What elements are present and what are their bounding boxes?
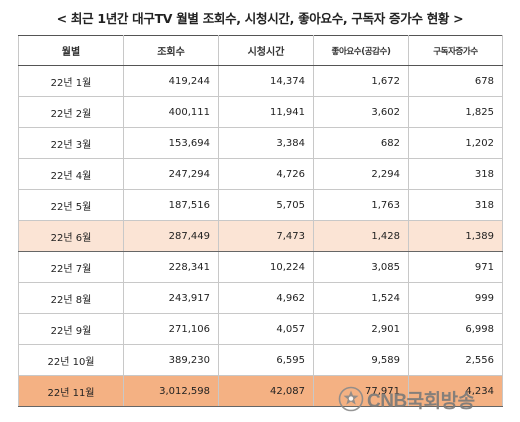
cell-views: 228,341 (123, 251, 219, 283)
cell-subscriber-gain: 971 (408, 251, 503, 283)
cell-watch-time: 11,941 (218, 96, 314, 128)
header-watch-time: 시청시간 (218, 35, 314, 66)
table-row-highlighted: 22년 11월 3,012,598 42,087 77,971 4,234 (18, 375, 503, 407)
cell-month: 22년 1월 (18, 65, 124, 97)
parliament-seal-icon (338, 386, 364, 412)
cell-subscriber-gain: 999 (408, 282, 503, 314)
cell-watch-time: 5,705 (218, 189, 314, 221)
watermark-brand-text: CNB국회방송 (367, 390, 475, 412)
cell-likes: 2,901 (313, 313, 409, 345)
table-row: 22년 5월 187,516 5,705 1,763 318 (18, 189, 503, 221)
cell-month: 22년 10월 (18, 344, 124, 376)
cell-watch-time: 4,962 (218, 282, 314, 314)
cell-month: 22년 2월 (18, 96, 124, 128)
cell-views: 187,516 (123, 189, 219, 221)
cell-views: 419,244 (123, 65, 219, 97)
cell-likes: 2,294 (313, 158, 409, 190)
cell-views: 271,106 (123, 313, 219, 345)
header-likes: 좋아요수(공감수) (313, 35, 409, 66)
cell-likes: 77,971 (313, 375, 409, 407)
table-row: 22년 9월 271,106 4,057 2,901 6,998 (18, 313, 503, 345)
cell-subscriber-gain: 2,556 (408, 344, 503, 376)
cell-subscriber-gain: 1,825 (408, 96, 503, 128)
cell-watch-time: 4,057 (218, 313, 314, 345)
table-header-row: 월별 조회수 시청시간 좋아요수(공감수) 구독자증가수 (18, 35, 503, 66)
table-row-highlighted: 22년 6월 287,449 7,473 1,428 1,389 (18, 220, 503, 252)
cell-views: 287,449 (123, 220, 219, 252)
table-row: 22년 8월 243,917 4,962 1,524 999 (18, 282, 503, 314)
header-month: 월별 (18, 35, 124, 66)
cell-watch-time: 10,224 (218, 251, 314, 283)
cell-views: 3,012,598 (123, 375, 219, 407)
cell-month: 22년 4월 (18, 158, 124, 190)
cell-watch-time: 14,374 (218, 65, 314, 97)
cell-subscriber-gain: 4,234 (408, 375, 503, 407)
table-row: 22년 1월 419,244 14,374 1,672 678 (18, 65, 503, 97)
table-row: 22년 3월 153,694 3,384 682 1,202 (18, 127, 503, 159)
cell-month: 22년 5월 (18, 189, 124, 221)
cell-likes: 1,428 (313, 220, 409, 252)
monthly-stats-table: 월별 조회수 시청시간 좋아요수(공감수) 구독자증가수 22년 1월 419,… (18, 35, 503, 407)
table-row: 22년 10월 389,230 6,595 9,589 2,556 (18, 344, 503, 376)
cell-likes: 9,589 (313, 344, 409, 376)
cell-watch-time: 3,384 (218, 127, 314, 159)
cell-likes: 1,763 (313, 189, 409, 221)
cell-subscriber-gain: 1,202 (408, 127, 503, 159)
cell-subscriber-gain: 1,389 (408, 220, 503, 252)
cell-month: 22년 7월 (18, 251, 124, 283)
cell-month: 22년 8월 (18, 282, 124, 314)
cell-subscriber-gain: 318 (408, 189, 503, 221)
cell-subscriber-gain: 318 (408, 158, 503, 190)
header-subscriber-gain: 구독자증가수 (408, 35, 503, 66)
header-views: 조회수 (123, 35, 219, 66)
cell-views: 153,694 (123, 127, 219, 159)
cell-watch-time: 4,726 (218, 158, 314, 190)
table-row: 22년 2월 400,111 11,941 3,602 1,825 (18, 96, 503, 128)
cell-watch-time: 42,087 (218, 375, 314, 407)
cnb-watermark: CNB국회방송 (338, 384, 475, 414)
cell-views: 247,294 (123, 158, 219, 190)
cell-likes: 1,524 (313, 282, 409, 314)
cell-month: 22년 6월 (18, 220, 124, 252)
cell-watch-time: 7,473 (218, 220, 314, 252)
table-row: 22년 7월 228,341 10,224 3,085 971 (18, 251, 503, 283)
table-title: < 최근 1년간 대구TV 월별 조회수, 시청시간, 좋아요수, 구독자 증가… (56, 11, 464, 26)
cell-month: 22년 9월 (18, 313, 124, 345)
cell-watch-time: 6,595 (218, 344, 314, 376)
table-row: 22년 4월 247,294 4,726 2,294 318 (18, 158, 503, 190)
cell-subscriber-gain: 678 (408, 65, 503, 97)
cell-views: 389,230 (123, 344, 219, 376)
cell-likes: 1,672 (313, 65, 409, 97)
cell-views: 400,111 (123, 96, 219, 128)
cell-views: 243,917 (123, 282, 219, 314)
cell-likes: 682 (313, 127, 409, 159)
cell-month: 22년 3월 (18, 127, 124, 159)
cell-month: 22년 11월 (18, 375, 124, 407)
cell-subscriber-gain: 6,998 (408, 313, 503, 345)
cell-likes: 3,085 (313, 251, 409, 283)
cell-likes: 3,602 (313, 96, 409, 128)
